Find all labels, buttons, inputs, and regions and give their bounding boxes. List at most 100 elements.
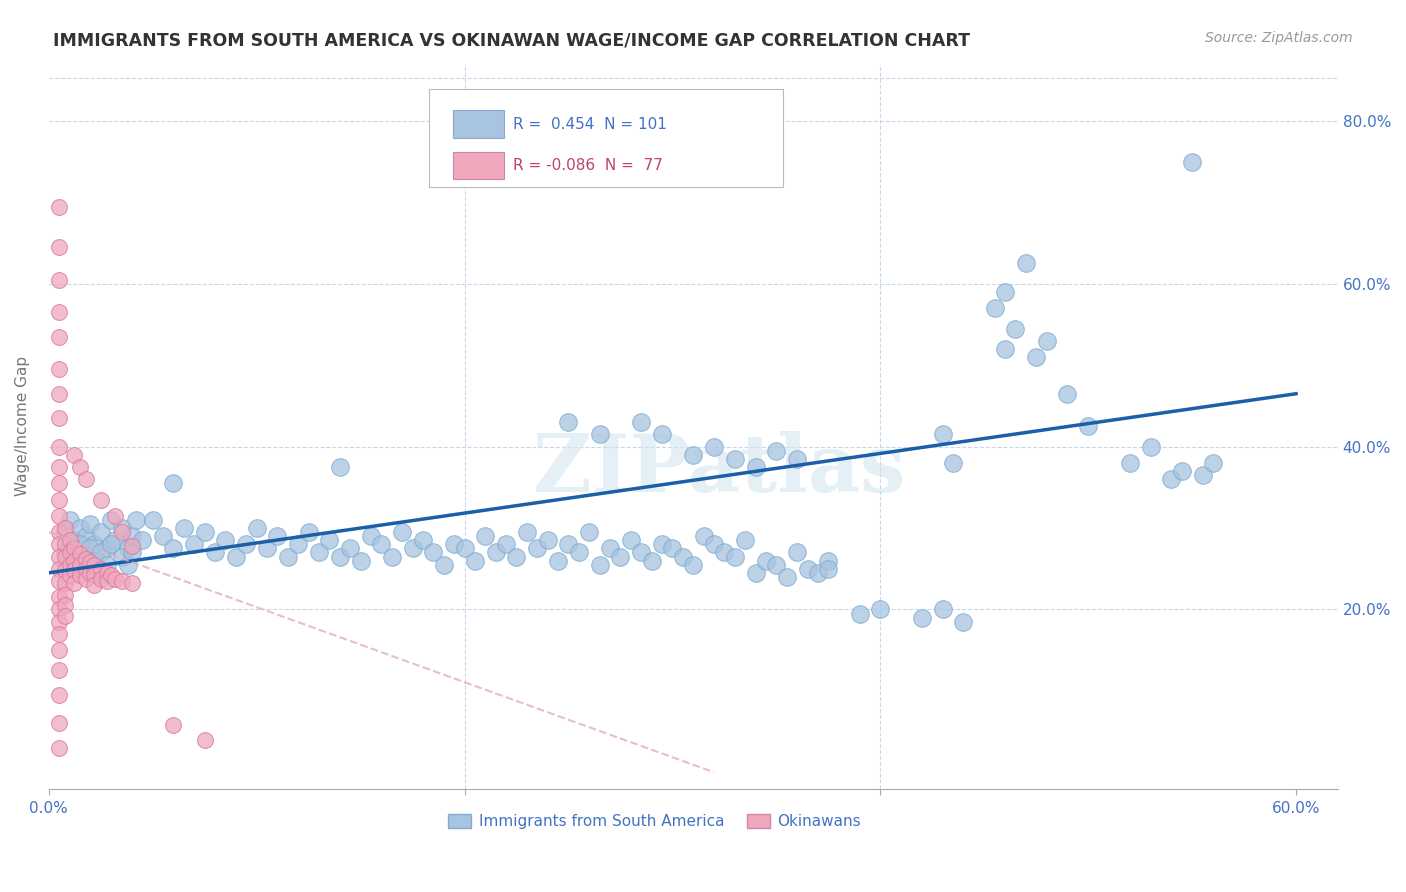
Point <box>776 570 799 584</box>
Point <box>661 541 683 556</box>
Point <box>599 541 621 556</box>
Point <box>58 545 80 559</box>
Point <box>55 525 77 540</box>
Point <box>48 664 70 678</box>
Point <box>90 545 112 559</box>
Point <box>96 574 118 588</box>
Text: Source: ZipAtlas.com: Source: ZipAtlas.com <box>1205 31 1353 45</box>
Point <box>547 553 569 567</box>
Point <box>48 460 70 475</box>
Point <box>266 529 288 543</box>
Point <box>807 566 830 580</box>
Point <box>1119 456 1142 470</box>
FancyBboxPatch shape <box>429 89 783 187</box>
Point <box>48 537 70 551</box>
Point <box>194 732 217 747</box>
Point <box>75 562 97 576</box>
Point <box>48 740 70 755</box>
Point <box>55 563 77 577</box>
Point <box>256 541 278 556</box>
Point <box>55 537 77 551</box>
Point <box>104 508 127 523</box>
Point <box>983 301 1005 316</box>
Point <box>79 541 101 556</box>
Point <box>1139 440 1161 454</box>
Point <box>339 541 361 556</box>
Point <box>422 545 444 559</box>
Point <box>214 533 236 548</box>
Point <box>152 529 174 543</box>
Point <box>48 615 70 629</box>
Point <box>505 549 527 564</box>
Point <box>173 521 195 535</box>
Point <box>277 549 299 564</box>
Point <box>713 545 735 559</box>
Point <box>48 688 70 702</box>
Point <box>162 718 184 732</box>
Point <box>942 456 965 470</box>
Point <box>48 240 70 254</box>
Point <box>55 521 77 535</box>
Point <box>349 553 371 567</box>
Point <box>90 525 112 540</box>
Point <box>994 285 1017 299</box>
Text: R = -0.086  N =  77: R = -0.086 N = 77 <box>513 158 662 173</box>
Point <box>287 537 309 551</box>
Point <box>568 545 591 559</box>
Point <box>62 533 84 548</box>
Point <box>75 572 97 586</box>
Point <box>588 427 610 442</box>
Point <box>69 537 91 551</box>
Point <box>578 525 600 540</box>
Y-axis label: Wage/Income Gap: Wage/Income Gap <box>15 356 30 496</box>
Point <box>401 541 423 556</box>
Point <box>48 386 70 401</box>
Point <box>48 273 70 287</box>
Point <box>110 525 132 540</box>
Point <box>110 549 132 564</box>
Point <box>142 513 165 527</box>
Point <box>464 553 486 567</box>
Point <box>83 578 105 592</box>
Point <box>246 521 269 535</box>
Point <box>931 427 953 442</box>
Point <box>557 415 579 429</box>
Point <box>692 529 714 543</box>
Point <box>131 533 153 548</box>
Point <box>672 549 695 564</box>
Point <box>62 553 84 567</box>
Point <box>104 533 127 548</box>
Point <box>125 513 148 527</box>
Point <box>682 558 704 572</box>
Point <box>48 716 70 731</box>
Point <box>1202 456 1225 470</box>
Point <box>786 545 808 559</box>
Point <box>1191 468 1213 483</box>
Point <box>744 566 766 580</box>
Point <box>225 549 247 564</box>
Point <box>69 460 91 475</box>
FancyBboxPatch shape <box>454 152 503 179</box>
Point <box>104 572 127 586</box>
Point <box>329 549 352 564</box>
Point <box>48 602 70 616</box>
Point <box>55 588 77 602</box>
Point <box>79 516 101 531</box>
Point <box>75 549 97 564</box>
Point <box>796 562 818 576</box>
Point <box>48 525 70 540</box>
Point <box>162 476 184 491</box>
Point <box>183 537 205 551</box>
Point <box>79 555 101 569</box>
Point <box>630 545 652 559</box>
Point <box>55 549 77 564</box>
Point <box>48 440 70 454</box>
Text: ZIPatlas: ZIPatlas <box>533 431 905 508</box>
Point <box>703 440 725 454</box>
Point <box>640 553 662 567</box>
Point <box>62 541 84 556</box>
Point <box>55 599 77 613</box>
Point <box>48 330 70 344</box>
Point <box>318 533 340 548</box>
Point <box>48 549 70 564</box>
